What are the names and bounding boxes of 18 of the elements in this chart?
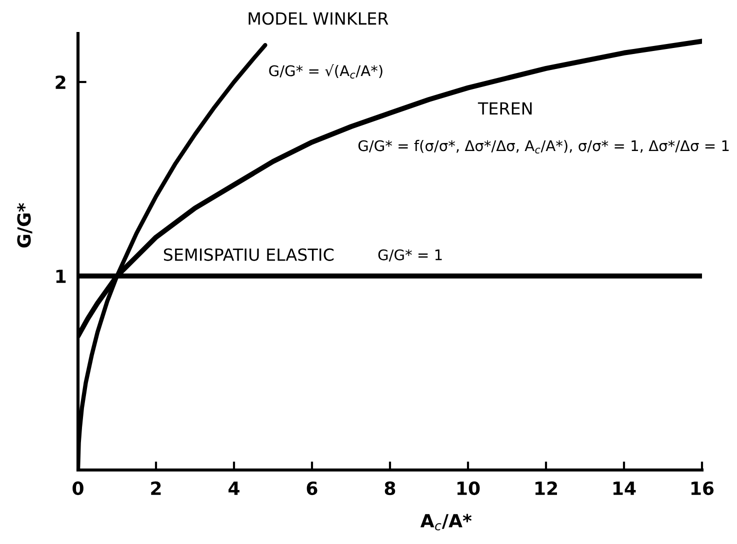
- x-tick-label: 2: [151, 481, 161, 495]
- annotation: G/G* = √(A$_{c}$/A*): [269, 64, 382, 79]
- series-label: TEREN: [478, 102, 532, 114]
- x-tick-label: 8: [384, 481, 396, 496]
- y-tick-label: 1: [56, 270, 66, 283]
- y-axis-title: G/G*: [17, 203, 32, 248]
- annotation: G/G* = f(σ/σ*, Δσ*/Δσ, A$_{c}$/A*), σ/σ* = 1, Δσ*/Δσ = 1: [358, 140, 729, 154]
- x-tick-label: 16: [691, 481, 714, 496]
- annotation: G/G* = 1: [378, 249, 442, 262]
- x-tick-label: 12: [535, 481, 557, 495]
- x-tick-label: 0: [72, 481, 84, 496]
- x-tick-label: 10: [457, 481, 480, 496]
- x-tick-label: 14: [613, 482, 636, 495]
- x-tick-label: 6: [306, 481, 318, 496]
- x-axis-title: A$_{c}$/A*: [420, 514, 472, 530]
- x-tick-label: 4: [228, 482, 240, 495]
- series-label: SEMISPATIU ELASTIC: [164, 248, 334, 261]
- series-label: MODEL WINKLER: [248, 12, 388, 25]
